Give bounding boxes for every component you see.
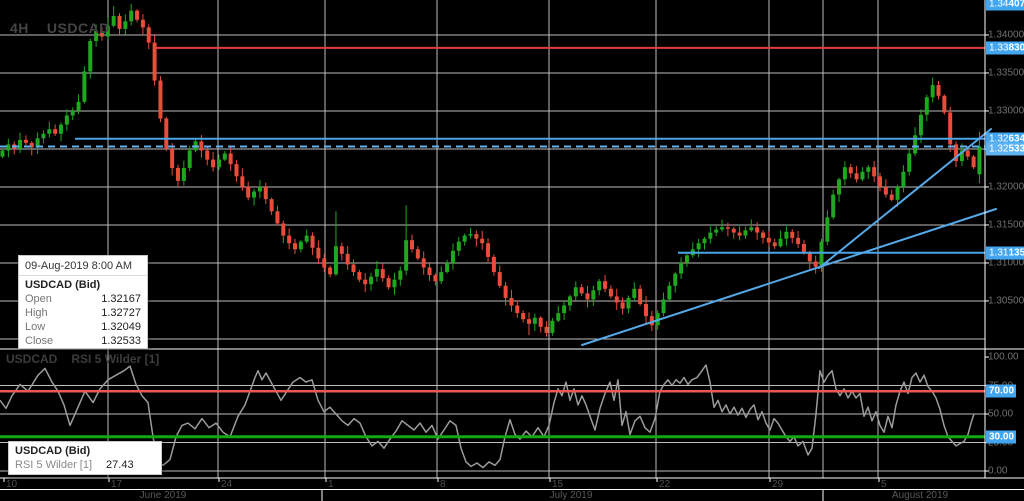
month-label: June 2019 — [139, 490, 187, 501]
rsi-tooltip-instrument: USDCAD (Bid) — [15, 445, 91, 457]
rsi-badge: 30.00 — [986, 430, 1017, 444]
time-tick-label: 10 — [6, 479, 18, 490]
rsi-panel-title: USDCAD RSI 5 Wilder [1] — [6, 352, 159, 366]
time-tick-label: 29 — [772, 479, 784, 490]
tooltip-row: Close 1.32533 — [25, 335, 141, 347]
gridlines — [0, 0, 985, 478]
rsi-level-lines — [0, 389, 985, 439]
price-badge: 1.32533 — [986, 142, 1024, 156]
time-tick-label: 15 — [552, 479, 564, 490]
price-level-lines — [0, 46, 985, 254]
price-tick-label: 1.31500 — [988, 219, 1024, 231]
rsi-badge: 70.00 — [986, 384, 1017, 398]
rsi-tick-label: 50.00 — [988, 408, 1014, 420]
tooltip-ohlc-rows: Open 1.32167 High 1.32727 Low 1.32049 Close 1.3… — [19, 292, 147, 348]
rsi-curve — [0, 364, 975, 469]
price-badge: 1.31135 — [986, 246, 1024, 260]
price-tick-label: 1.34000 — [988, 29, 1024, 41]
symbol-label: USDCAD — [46, 20, 110, 36]
candlesticks — [0, 3, 982, 337]
rsi-tooltip: USDCAD (Bid) RSI 5 Wilder [1] 27.43 — [8, 441, 162, 475]
rsi-tooltip-indicator: RSI 5 Wilder [1] — [15, 459, 93, 471]
time-tick-label: 22 — [659, 479, 671, 490]
price-tooltip: 09-Aug-2019 8:00 AM USDCAD (Bid) Open 1.3… — [18, 255, 148, 349]
rsi-tick-label: 100.00 — [988, 351, 1019, 363]
price-tick-label: 1.33500 — [988, 67, 1024, 79]
price-badge: 1.34407 — [986, 0, 1024, 11]
tooltip-datetime: 09-Aug-2019 8:00 AM — [19, 256, 147, 276]
trendlines — [581, 128, 997, 346]
time-tick-label: 24 — [221, 479, 233, 490]
timeframe-label: 4H — [10, 20, 29, 36]
price-badge: 1.33830 — [986, 41, 1024, 55]
price-badge: 1.32634 — [986, 132, 1024, 146]
rsi-indicator-label: RSI 5 Wilder [1] — [71, 352, 160, 366]
rsi-tooltip-value-row: RSI 5 Wilder [1] 27.43 — [9, 458, 161, 474]
price-tick-label: 1.31000 — [988, 257, 1024, 269]
rsi-symbol-label: USDCAD — [6, 352, 58, 366]
time-tick-label: 1 — [328, 479, 334, 490]
tooltip-row: Open 1.32167 — [25, 293, 141, 305]
time-tick-label: 8 — [440, 479, 446, 490]
chart-title: 4H USDCAD — [10, 20, 110, 36]
month-label: August 2019 — [891, 490, 949, 501]
rsi-tick-label: 0.00 — [988, 465, 1008, 477]
rsi-tooltip-value: 27.43 — [106, 459, 134, 471]
price-tick-label: 1.32000 — [988, 181, 1024, 193]
price-tick-label: 1.30500 — [988, 295, 1024, 307]
tooltip-instrument: USDCAD (Bid) — [25, 279, 101, 291]
time-tick-label: 17 — [111, 479, 123, 490]
tooltip-row: High 1.32727 — [25, 307, 141, 319]
price-tick-label: 1.33000 — [988, 105, 1024, 117]
tooltip-row: Low 1.32049 — [25, 321, 141, 333]
time-tick-label: 5 — [881, 479, 887, 490]
month-label: July 2019 — [549, 490, 593, 501]
